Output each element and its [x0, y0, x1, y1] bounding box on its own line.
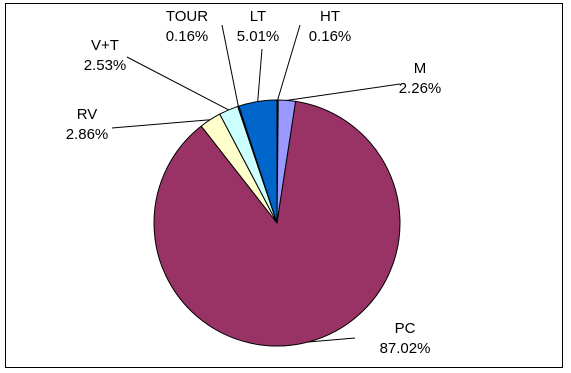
leader-line-pc — [308, 337, 356, 343]
slice-value-ht: 0.16% — [309, 28, 352, 45]
leader-line-v-t — [126, 56, 229, 111]
slice-value-m: 2.26% — [399, 80, 442, 97]
leader-line-tour — [221, 24, 239, 107]
slice-label-lt: LT — [250, 8, 266, 25]
slice-value-tour: 0.16% — [166, 28, 209, 45]
pie-slices — [153, 99, 401, 347]
leader-line-lt — [257, 48, 263, 102]
leader-lines — [111, 24, 401, 343]
slice-value-rv: 2.86% — [66, 126, 109, 143]
slice-label-pc: PC — [395, 320, 416, 337]
slice-value-pc: 87.02% — [380, 340, 431, 357]
slice-value-v-t: 2.53% — [84, 57, 127, 74]
slice-label-rv: RV — [77, 106, 98, 123]
slice-value-lt: 5.01% — [237, 28, 280, 45]
slice-label-ht: HT — [320, 8, 340, 25]
leader-line-m — [286, 83, 401, 101]
slice-label-m: M — [414, 60, 427, 77]
slice-label-tour: TOUR — [166, 8, 208, 25]
leader-line-rv — [111, 119, 211, 129]
slice-labels: HT 0.16% M 2.26% PC 87.02% RV 2.86% V+T 2.53% TOUR… — [66, 8, 442, 357]
pie-slice-lt — [238, 99, 278, 224]
pie-slice-pc — [153, 100, 401, 347]
leader-line-ht — [277, 24, 301, 101]
slice-label-v-t: V+T — [91, 37, 119, 54]
